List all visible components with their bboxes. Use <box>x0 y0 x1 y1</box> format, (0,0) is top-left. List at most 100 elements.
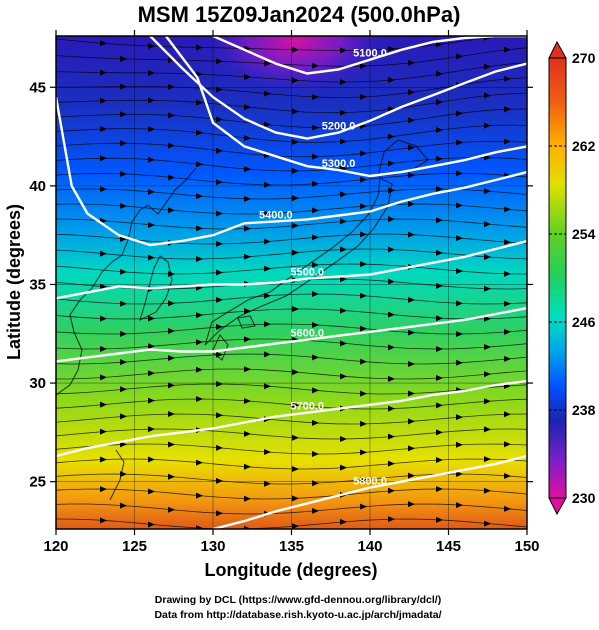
streamline-arrow <box>388 433 395 440</box>
colorbar-tick-label: 238 <box>572 402 596 418</box>
streamline-arrow <box>244 195 251 202</box>
streamline-arrow <box>312 207 319 214</box>
x-tick-label: 130 <box>200 538 225 555</box>
streamline-arrow <box>312 261 319 268</box>
streamline-arrow <box>168 506 175 513</box>
streamline-arrow <box>168 328 175 335</box>
streamline-arrow <box>408 296 415 303</box>
streamline-arrow <box>408 201 415 208</box>
streamline-arrow <box>100 345 107 352</box>
streamline-arrow <box>244 73 251 80</box>
streamline-arrow <box>292 369 299 376</box>
streamline-arrow <box>168 539 175 545</box>
streamline-arrow <box>292 138 299 145</box>
streamline-arrow <box>120 111 127 118</box>
streamline-arrow <box>264 181 271 188</box>
streamline-arrow <box>100 69 107 76</box>
streamline-arrow <box>148 343 155 350</box>
streamline-arrow <box>216 323 223 330</box>
streamline-arrow <box>244 104 251 111</box>
streamline-arrow <box>148 456 155 463</box>
streamline <box>56 518 527 529</box>
streamline-arrow <box>484 92 491 99</box>
colorbar-tick-label: 254 <box>572 226 596 242</box>
streamline-arrow <box>264 238 271 245</box>
streamline-arrow <box>100 97 107 104</box>
streamline-arrow <box>148 97 155 104</box>
streamline-arrow <box>456 53 463 60</box>
streamline <box>56 77 527 98</box>
x-tick-label: 150 <box>514 538 539 555</box>
streamline-arrow <box>388 311 395 318</box>
streamline-arrow <box>244 225 251 232</box>
streamline-arrow <box>388 106 395 113</box>
streamline-arrow <box>216 58 223 65</box>
streamline <box>56 124 527 143</box>
streamline-arrow <box>148 70 155 77</box>
streamline-arrow <box>196 366 203 373</box>
streamline-arrow <box>196 129 203 136</box>
streamline-arrow <box>360 532 367 538</box>
streamline-arrow <box>196 255 203 262</box>
streamline-arrow <box>120 170 127 177</box>
streamline-arrow <box>292 77 299 84</box>
contour-label: 5200.0 <box>322 121 356 133</box>
contour-label: 5500.0 <box>290 267 324 279</box>
contour-line <box>212 454 527 529</box>
streamline-arrow <box>408 144 415 151</box>
streamline-arrow <box>436 345 443 352</box>
streamline-arrow <box>312 321 319 328</box>
height-contours: 5100.0 5200.0 5300.0 5400.0 5500.0 5600.0 5700… <box>56 36 527 529</box>
streamline-arrow <box>216 381 223 388</box>
streamline-arrow <box>120 140 127 147</box>
streamline <box>56 473 527 485</box>
streamline-arrow <box>100 283 107 290</box>
streamline-arrow <box>436 315 443 322</box>
streamline <box>56 108 527 129</box>
streamline-arrow <box>292 46 299 53</box>
streamline-arrow <box>456 268 463 275</box>
streamline-arrow <box>312 419 319 426</box>
streamline-arrow <box>244 135 251 142</box>
streamline-arrow <box>340 47 347 54</box>
streamline-arrow <box>436 127 443 134</box>
streamline-arrow <box>196 99 203 106</box>
streamline-arrow <box>484 63 491 70</box>
streamline-arrow <box>148 221 155 228</box>
streamline-arrow <box>360 325 367 332</box>
colorbar-upper-arrow <box>548 40 567 59</box>
y-tick-label: 30 <box>29 375 46 392</box>
streamline-arrow <box>484 398 491 405</box>
streamline <box>56 293 527 305</box>
streamline <box>56 338 527 350</box>
streamline-arrow <box>484 371 491 378</box>
streamline-arrow <box>292 108 299 115</box>
streamline-arrow <box>504 472 511 479</box>
streamline <box>56 172 527 186</box>
streamline-arrow <box>504 300 511 307</box>
streamline-arrow <box>456 110 463 117</box>
streamline-arrow <box>360 150 367 157</box>
streamline-arrow <box>408 390 415 397</box>
streamline-arrow <box>216 477 223 484</box>
contour-line <box>56 239 527 300</box>
streamline-arrow <box>388 45 395 52</box>
streamline-arrow <box>216 351 223 358</box>
streamline-arrow <box>216 269 223 276</box>
streamline-arrow <box>436 486 443 493</box>
streamline-arrow <box>196 161 203 168</box>
streamline-arrow <box>360 176 367 183</box>
streamline-arrow <box>436 282 443 289</box>
gridlines <box>56 36 527 529</box>
streamline-arrow <box>196 225 203 232</box>
colorbar-tick-label: 262 <box>572 138 596 154</box>
streamline-arrow <box>120 386 127 393</box>
streamline-arrow <box>100 486 107 493</box>
streamline-arrow <box>340 435 347 442</box>
streamline-arrow <box>408 360 415 367</box>
streamline-arrow <box>436 41 443 48</box>
streamline-arrow <box>312 480 319 487</box>
streamline-arrow <box>196 525 203 529</box>
streamline-arrow <box>456 502 463 509</box>
streamline-arrow <box>456 330 463 337</box>
